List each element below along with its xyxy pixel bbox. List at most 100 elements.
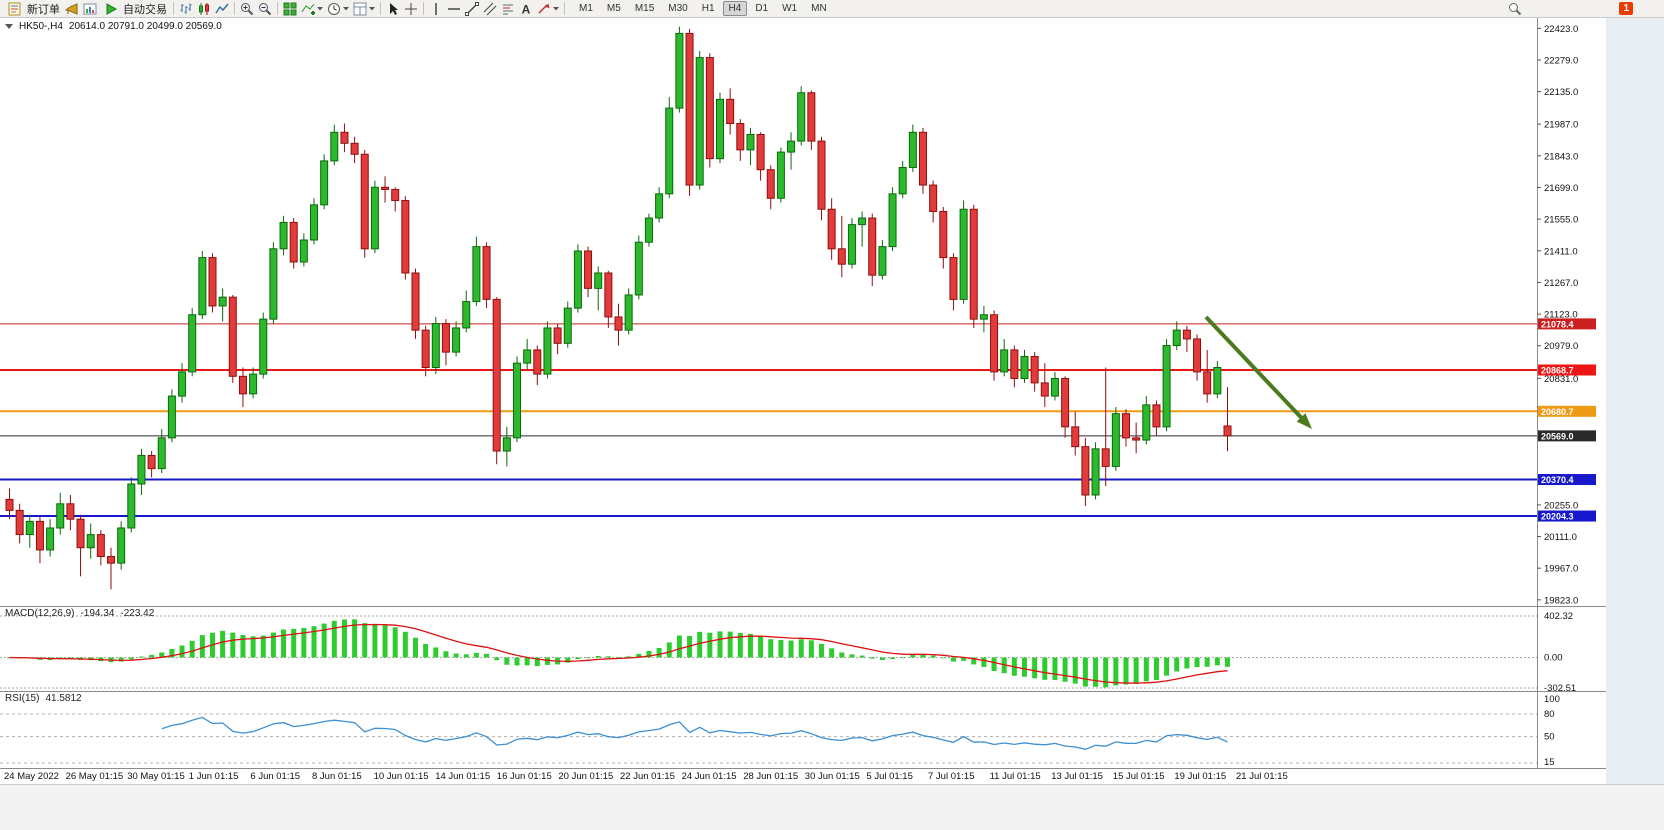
chart-collapse-icon[interactable] [5,24,13,29]
line-chart-icon[interactable] [214,1,230,17]
macd-bar [473,652,479,658]
macd-bar [707,632,713,658]
candle-body [644,217,653,243]
annotation-arrow[interactable] [1204,315,1307,424]
timeframe-button-h4[interactable]: H4 [722,1,748,16]
macd-panel[interactable]: 402.32 0.00 -302.51 MACD(12,26,9) -194.34 … [0,606,1664,691]
macd-bar [301,627,307,658]
dropdown-caret-icon[interactable] [317,1,324,17]
macd-bar [819,643,824,658]
price-axis-label: 22135.0 [1544,87,1578,98]
candle-body [482,246,491,300]
zoom-out-icon[interactable] [257,1,273,17]
timeframe-button-m1[interactable]: M1 [579,3,593,14]
trendline-icon[interactable] [464,1,480,17]
timeframe-button-d1[interactable]: D1 [755,3,769,14]
macd-bar [423,644,429,658]
timeframe-button-h1[interactable]: H1 [701,3,715,14]
macd-bar [565,657,571,663]
macd-bar [575,657,581,660]
macd-bar [443,651,449,658]
macd-bar [961,657,967,661]
candle-body [594,272,603,289]
cursor-icon[interactable] [385,1,401,17]
candle-body [523,349,532,364]
macd-bar [808,640,814,658]
price-axis-label: 20979.0 [1544,341,1578,352]
rsi-panel[interactable]: 100 80 50 15 RSI(15) 41.5812 [0,691,1664,768]
macd-axis-label: -302.51 [1544,683,1576,691]
tile-windows-icon[interactable] [282,1,298,17]
bars-chart-icon[interactable] [178,1,194,17]
timeframe-button-w1[interactable]: W1 [782,3,798,14]
candle-body [462,301,471,329]
macd-bar [291,628,297,658]
macd-bar [758,636,764,658]
search-icon[interactable] [1507,1,1523,17]
macd-bar [382,625,388,658]
candle-body [492,298,501,452]
dropdown-caret-icon[interactable] [343,1,350,17]
candle-body [584,250,593,289]
announcement-icon[interactable] [64,1,80,17]
autotrading-button[interactable]: 自动交易 [99,1,170,17]
candle-body [1081,446,1090,496]
candle-body [614,316,623,331]
macd-bar [616,657,621,658]
price-chart-panel[interactable]: 22423.0 22279.0 22135.0 21987.0 21843.0 21699… [0,18,1664,606]
horizontal-line-icon[interactable] [446,1,462,17]
rsi-line [161,716,1228,750]
indicators-icon[interactable] [300,1,316,17]
notification-badge[interactable]: 1 [1619,2,1633,15]
toolbar-divider [564,2,565,15]
macd-bar [697,631,703,658]
macd-bar [890,657,896,660]
macd-bar [636,653,642,658]
zoom-in-icon[interactable] [239,1,255,17]
text-icon[interactable]: A [518,1,534,17]
candle-body [66,503,75,520]
time-axis-label: 13 Jul 01:15 [1051,771,1103,782]
candle-body [1061,377,1070,428]
candle-body [695,57,704,186]
macd-bar [362,623,368,658]
candle-body [604,272,613,318]
fibonacci-icon[interactable] [500,1,516,17]
timeframe-button-m30[interactable]: M30 [668,3,688,14]
price-tag-label: 20868.7 [1541,365,1574,375]
macd-bar [788,640,794,658]
macd-bar [768,639,774,658]
candle-body [1223,425,1232,437]
time-axis-label: 28 Jun 01:15 [743,771,799,782]
macd-bar [169,649,175,658]
dropdown-caret-icon[interactable] [553,1,560,17]
channel-icon[interactable] [482,1,498,17]
arrows-icon[interactable] [536,1,552,17]
dropdown-caret-icon[interactable] [369,1,376,17]
price-axis-label: 20111.0 [1544,532,1577,543]
candle-body [655,193,664,219]
macd-bar [534,657,540,667]
price-tag [1538,510,1596,522]
templates-icon[interactable] [352,1,368,17]
timeframe-button-mn[interactable]: MN [811,3,827,14]
crosshair-icon[interactable] [403,1,419,17]
periods-icon[interactable] [326,1,342,17]
candle-body [421,329,430,369]
candle-body [1132,437,1141,441]
timeframe-button-m5[interactable]: M5 [606,3,621,14]
new-chart-icon[interactable] [82,1,98,17]
macd-signal-line [9,623,1228,684]
svg-text:A: A [522,2,531,16]
macd-bar [910,654,916,658]
time-axis[interactable]: 24 May 2022 26 May 01:15 30 May 01:15 1 Jun… [0,768,1664,784]
timeframe-button-m15[interactable]: M15 [634,3,655,14]
macd-bar [1133,657,1139,684]
new-order-button[interactable]: 新订单 [3,1,63,17]
rsi-axis-label: 50 [1544,732,1555,743]
macd-bar [747,633,753,658]
vertical-line-icon[interactable] [428,1,444,17]
candle-body [107,556,115,564]
macd-bar [940,657,946,659]
candles-chart-icon[interactable] [196,1,212,17]
